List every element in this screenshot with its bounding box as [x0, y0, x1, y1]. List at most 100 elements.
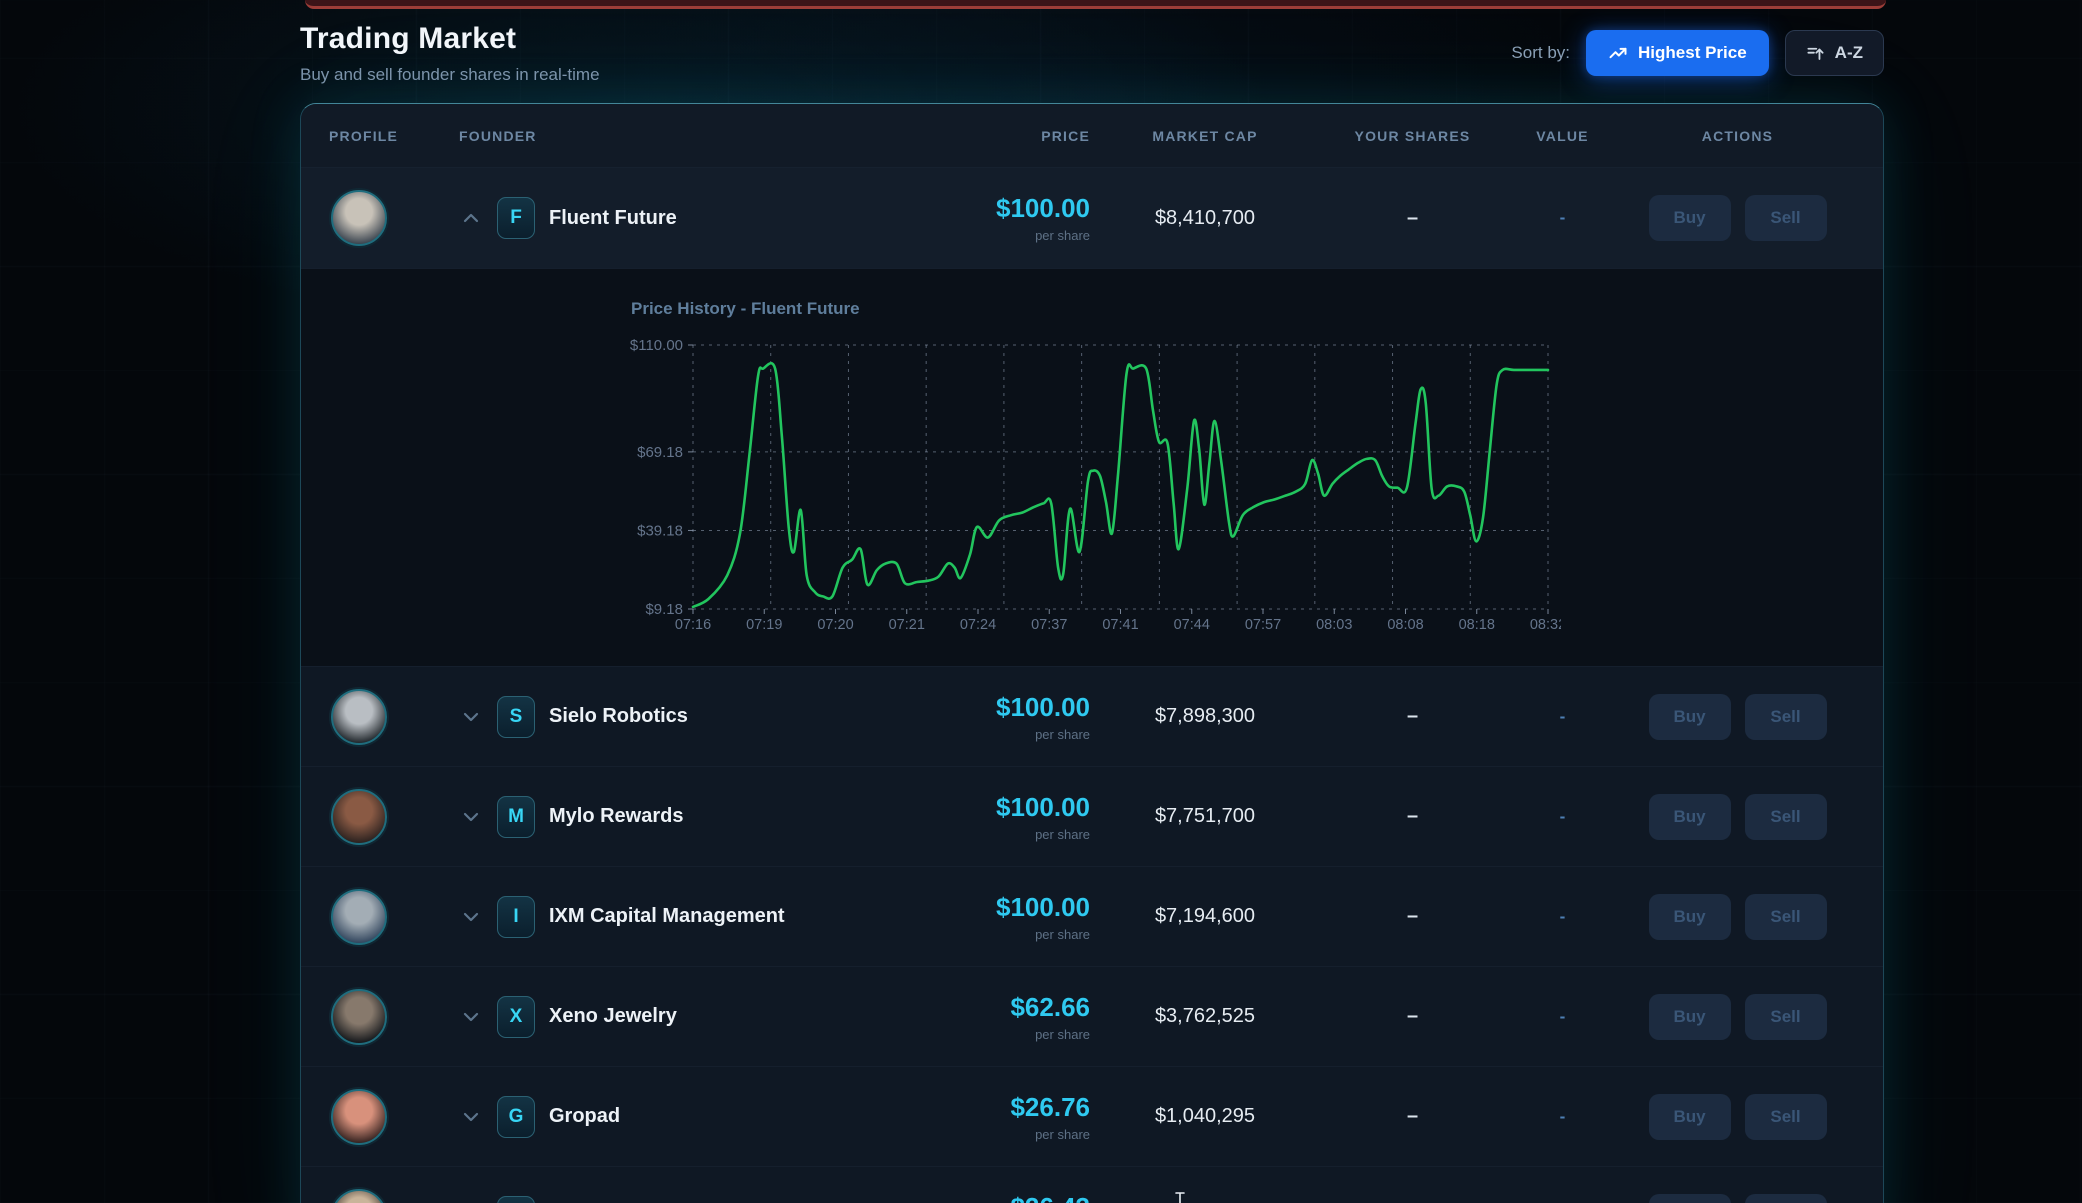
chevron-down-icon[interactable]	[459, 905, 483, 929]
table-row-ixm-capital-management[interactable]: I IXM Capital Management $100.00 per sha…	[301, 866, 1883, 966]
founder-avatar	[331, 190, 387, 246]
chevron-down-icon[interactable]	[459, 1105, 483, 1129]
chevron-down-icon[interactable]	[459, 805, 483, 829]
holding-value: -	[1559, 1006, 1566, 1026]
price-cell: $100.00 per share	[910, 792, 1090, 842]
y-axis-label: $9.18	[645, 601, 683, 618]
page-title: Trading Market	[300, 22, 517, 55]
buy-button[interactable]: Buy	[1648, 1193, 1731, 1203]
founder-cell: I IXM Capital Management	[459, 895, 910, 938]
market-cap-value: $1,040,295	[1154, 1105, 1256, 1127]
holding-value: -	[1559, 208, 1566, 227]
trending-up-icon	[1609, 47, 1627, 59]
share-price: $26.43	[910, 1192, 1090, 1203]
per-share-label: per share	[1035, 826, 1090, 842]
share-price: $62.66	[1010, 991, 1090, 1022]
founder-initial-badge: S	[497, 695, 535, 738]
buy-button[interactable]: Buy	[1648, 1093, 1731, 1140]
founder-initial-badge: M	[497, 795, 535, 838]
x-axis-label: 08:18	[1459, 617, 1495, 633]
x-axis-label: 07:24	[960, 617, 996, 633]
holding-value: -	[1559, 706, 1566, 726]
buy-button[interactable]: Buy	[1648, 893, 1731, 940]
founder-initial-badge: F	[497, 197, 535, 239]
buy-button[interactable]: Buy	[1648, 693, 1731, 740]
column-header-price: PRICE	[1041, 127, 1090, 144]
table-row-xeno-jewelry[interactable]: X Xeno Jewelry $62.66 per share $3,762,5…	[301, 966, 1883, 1066]
founder-initial: S	[509, 705, 523, 727]
price-cell: $100.00 per share	[910, 892, 1090, 942]
founder-cell: S Sielo Robotics	[459, 695, 910, 738]
founder-cell: G Gropad	[459, 1095, 910, 1138]
sell-button[interactable]: Sell	[1744, 993, 1827, 1040]
x-axis-label: 07:19	[746, 617, 782, 633]
founder-initial: M	[508, 805, 524, 827]
actions-cell: Buy Sell	[1620, 1193, 1855, 1203]
share-price: $100.00	[996, 691, 1090, 722]
your-shares-value: –	[1406, 905, 1419, 927]
sell-button[interactable]: Sell	[1744, 195, 1827, 241]
table-header-row: PROFILE FOUNDER PRICE MARKET CAP YOUR SHARES…	[301, 104, 1883, 168]
holding-value: -	[1559, 1106, 1566, 1126]
founder-initial: F	[510, 207, 522, 228]
table-row-fluent-future[interactable]: F Fluent Future $100.00 per share $8,410…	[301, 168, 1883, 268]
price-cell: $26.43 per share	[910, 1192, 1090, 1203]
chevron-up-icon[interactable]	[459, 206, 483, 230]
table-row-sielo-robotics[interactable]: S Sielo Robotics $100.00 per share $7,89…	[301, 666, 1883, 766]
your-shares-value: –	[1406, 1005, 1419, 1027]
x-axis-label: 07:16	[675, 617, 711, 633]
founder-initial: X	[509, 1005, 523, 1027]
founder-avatar	[331, 988, 387, 1045]
founder-cell	[459, 1195, 910, 1203]
y-axis-label: $39.18	[637, 522, 683, 539]
per-share-label: per share	[1035, 1126, 1090, 1142]
price-cell: $100.00 per share	[910, 692, 1090, 742]
page-header: Trading Market Buy and sell founder shar…	[300, 22, 1884, 85]
sort-highest-price-label: Highest Price	[1638, 43, 1747, 62]
sort-highest-price-button[interactable]: Highest Price	[1586, 30, 1769, 76]
sell-button[interactable]: Sell	[1744, 693, 1827, 740]
profile-cell	[329, 1188, 459, 1203]
founder-avatar	[331, 688, 387, 745]
holding-value: -	[1559, 906, 1566, 926]
profile-cell	[329, 888, 459, 945]
column-header-market-cap: MARKET CAP	[1152, 127, 1258, 144]
actions-cell: Buy Sell	[1620, 195, 1855, 241]
table-row-gropad[interactable]: G Gropad $26.76 per share $1,040,295 – -…	[301, 1066, 1883, 1166]
sort-alphabetical-button[interactable]: A-Z	[1784, 30, 1884, 76]
price-cell: $26.76 per share	[910, 1092, 1090, 1142]
founder-name: Mylo Rewards	[549, 805, 684, 827]
sort-alphabetical-label: A-Z	[1834, 43, 1863, 62]
trading-market-page: Trading Market Buy and sell founder shar…	[300, 0, 1884, 1203]
table-row-partial[interactable]: $26.43 per share Buy Sell	[301, 1166, 1883, 1203]
trading-table-card: PROFILE FOUNDER PRICE MARKET CAP YOUR SHARES…	[300, 103, 1884, 1203]
page-subtitle: Buy and sell founder shares in real-time	[300, 65, 600, 84]
y-axis-label: $69.18	[637, 444, 683, 461]
column-header-actions: ACTIONS	[1701, 127, 1774, 144]
chevron-down-icon[interactable]	[459, 705, 483, 729]
sell-button[interactable]: Sell	[1744, 793, 1827, 840]
x-axis-label: 08:03	[1316, 617, 1352, 633]
per-share-label: per share	[1035, 1026, 1090, 1042]
market-cap-value: $8,410,700	[1154, 206, 1256, 229]
column-header-value: VALUE	[1536, 127, 1589, 144]
sell-button[interactable]: Sell	[1744, 1093, 1827, 1140]
chevron-down-icon[interactable]	[459, 1005, 483, 1029]
your-shares-value: –	[1406, 206, 1419, 229]
founder-cell: X Xeno Jewelry	[459, 995, 910, 1038]
buy-button[interactable]: Buy	[1648, 195, 1731, 241]
table-row-mylo-rewards[interactable]: M Mylo Rewards $100.00 per share $7,751,…	[301, 766, 1883, 866]
founder-initial-badge: X	[497, 995, 535, 1038]
price-history-panel: Price History - Fluent Future $110.00 $69…	[301, 268, 1883, 666]
your-shares-value: –	[1406, 805, 1419, 827]
sell-button[interactable]: Sell	[1744, 1193, 1827, 1203]
buy-button[interactable]: Buy	[1648, 793, 1731, 840]
sell-button[interactable]: Sell	[1744, 893, 1827, 940]
x-axis-label: 08:08	[1387, 617, 1423, 633]
founder-name: IXM Capital Management	[549, 905, 785, 927]
x-axis-label: 07:20	[817, 617, 853, 633]
buy-button[interactable]: Buy	[1648, 993, 1731, 1040]
y-axis-label: $110.00	[630, 337, 683, 354]
founder-initial-badge: I	[497, 895, 535, 938]
